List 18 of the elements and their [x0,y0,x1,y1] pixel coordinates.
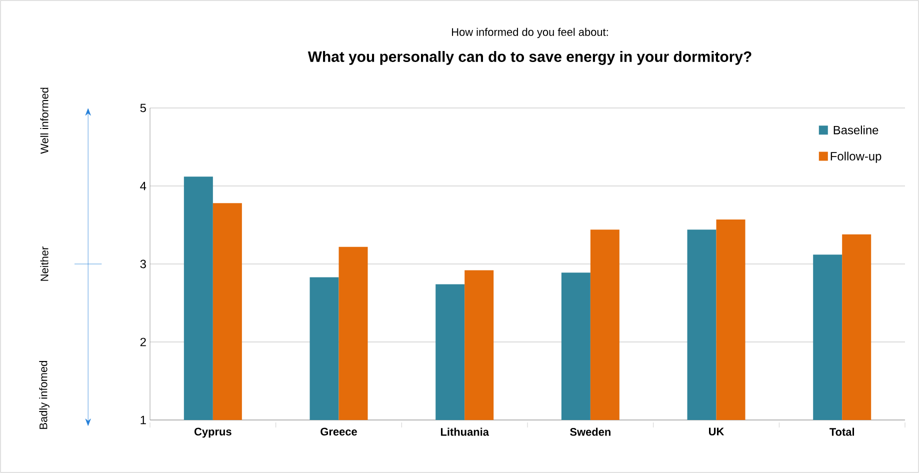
y-tick-label: 5 [140,104,146,112]
y-tick-label: 1 [140,416,146,424]
chart-subtitle: How informed do you feel about: [452,28,608,38]
x-tick-label: UK [709,428,724,436]
text: Neither [40,246,48,281]
legend-label: Follow-up [830,152,882,163]
x-tick-label: Greece [320,428,357,436]
y-tick-label: 2 [140,338,146,346]
x-tick-label: Sweden [570,428,610,436]
x-tick-label: Total [830,428,854,436]
text: Well informed [40,88,48,154]
y-tick-label: 3 [140,260,146,268]
chart-title: What you personally can do to save energy in your dormitory? [308,50,752,65]
x-tick-label: Cyprus [194,428,232,438]
legend-label: Baseline [834,126,878,134]
y-tick-label: 4 [140,182,146,190]
x-tick-label: Lithuania [440,428,490,436]
text: Badly infomed [39,361,50,429]
